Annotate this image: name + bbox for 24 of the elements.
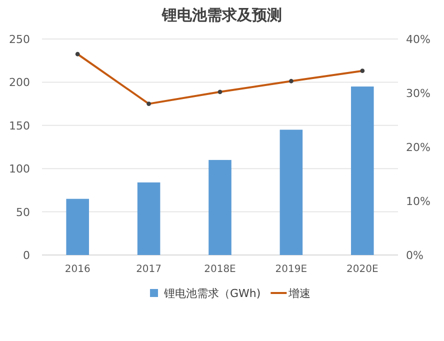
y-tick-label: 100 (9, 162, 30, 176)
x-tick-label: 2018E (204, 264, 236, 275)
y-tick-label: 200 (9, 76, 30, 90)
x-tick-label: 2016 (64, 264, 90, 275)
chart-title: 锂电池需求及预测 (161, 6, 282, 24)
bar (351, 86, 374, 255)
x-tick-label: 2020E (346, 264, 378, 275)
x-tick-label: 2019E (275, 264, 308, 275)
y2-tick-label: 10% (406, 195, 430, 208)
bar (66, 198, 89, 255)
x-tick-label: 2017 (136, 264, 162, 275)
y-tick-label: 150 (9, 119, 30, 132)
bar (208, 160, 232, 255)
y-tick-label: 50 (16, 206, 30, 219)
bar (137, 182, 160, 255)
y2-tick-label: 40% (406, 33, 430, 46)
legend-label: 锂电池需求（GWh) (163, 287, 261, 300)
bar (280, 130, 303, 255)
y2-tick-label: 20% (406, 141, 430, 154)
y-tick-label: 0 (23, 249, 30, 262)
y2-tick-label: 0% (406, 249, 424, 262)
legend-label: 增速 (288, 287, 311, 300)
y2-tick-label: 30% (406, 87, 430, 100)
y-tick-label: 250 (9, 33, 30, 46)
